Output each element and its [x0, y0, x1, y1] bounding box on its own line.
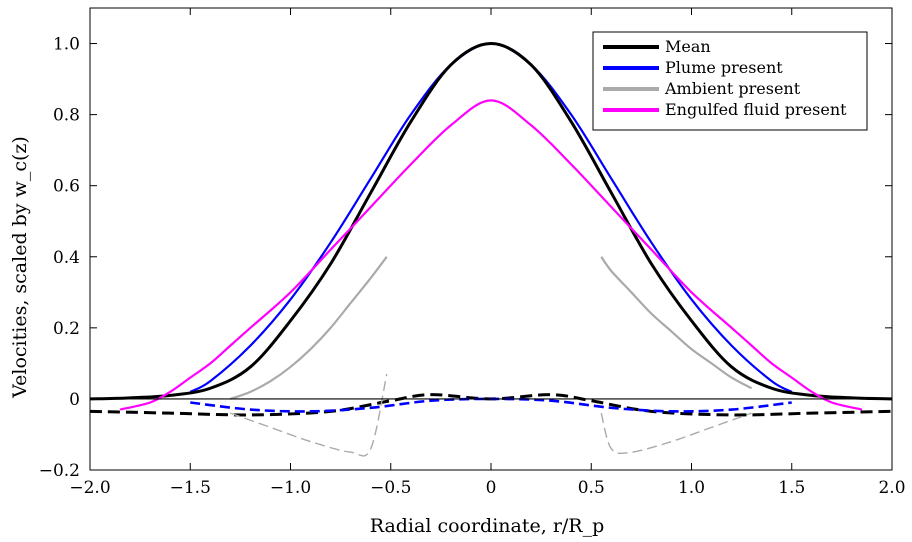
legend-label-ambient-present: Ambient present [664, 79, 801, 98]
ticks: −2.0 −1.5 −1.0 −0.5 0 0.5 1.0 1.5 2.0 −0.2 0 0.2 0.4… [39, 8, 906, 498]
y-tick-label: −0.2 [39, 461, 80, 481]
mean-line [90, 42, 892, 401]
engulfed-fluid-present-line [119, 99, 863, 411]
y-tick-label: 1.0 [53, 35, 80, 55]
x-tick-label: −1.5 [170, 478, 211, 498]
x-tick-label: 0 [486, 478, 497, 498]
x-tick-label: −1.0 [270, 478, 311, 498]
x-tick-label: 1.0 [678, 478, 705, 498]
legend-label-plume-present: Plume present [665, 58, 783, 77]
y-tick-label: 0 [69, 390, 80, 410]
ambient-present-line [600, 256, 753, 390]
x-tick-label: 0.5 [578, 478, 605, 498]
x-axis-label: Radial coordinate, r/R_p [370, 515, 605, 537]
dashed-series-line [600, 412, 752, 455]
y-axis-label: Velocities, scaled by w_c(z) [9, 136, 31, 399]
x-tick-label: 1.5 [778, 478, 805, 498]
dashed-series-line [230, 373, 388, 457]
legend: Mean Plume present Ambient present Engulfed… [592, 31, 868, 131]
x-tick-label: −0.5 [370, 478, 411, 498]
ambient-present-line [229, 256, 388, 400]
y-tick-label: 0.4 [53, 248, 80, 268]
y-tick-label: 0.6 [53, 177, 80, 197]
y-tick-label: 0.8 [53, 106, 80, 126]
x-tick-label: −2.0 [69, 478, 110, 498]
legend-label-engulfed-fluid-present: Engulfed fluid present [665, 100, 847, 119]
x-tick-label: 2.0 [878, 478, 905, 498]
y-tick-label: 0.2 [53, 319, 80, 339]
legend-label-mean: Mean [665, 37, 711, 56]
